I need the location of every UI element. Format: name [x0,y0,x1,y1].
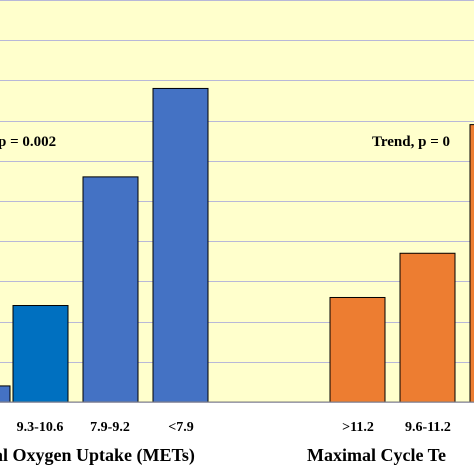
bar [82,176,139,403]
group-label: Maximal Cycle Te [307,445,446,465]
annotation: p = 0.002 [0,134,56,150]
bar [469,124,474,403]
bar [12,305,69,403]
tick-label: 7.9-9.2 [90,420,130,435]
bar [0,385,11,403]
bar [329,296,386,403]
tick-label: <7.9 [168,420,193,435]
tick-label: 9.6-11.2 [405,420,451,435]
gridlines [0,0,474,403]
bar [399,252,456,403]
bars [0,87,474,403]
tick-label: >11.2 [342,420,374,435]
group-label: al Oxygen Uptake (METs) [0,445,195,466]
tick-label: 9.3-10.6 [17,420,64,435]
annotation: Trend, p = 0 [372,134,450,150]
bar [152,87,209,403]
